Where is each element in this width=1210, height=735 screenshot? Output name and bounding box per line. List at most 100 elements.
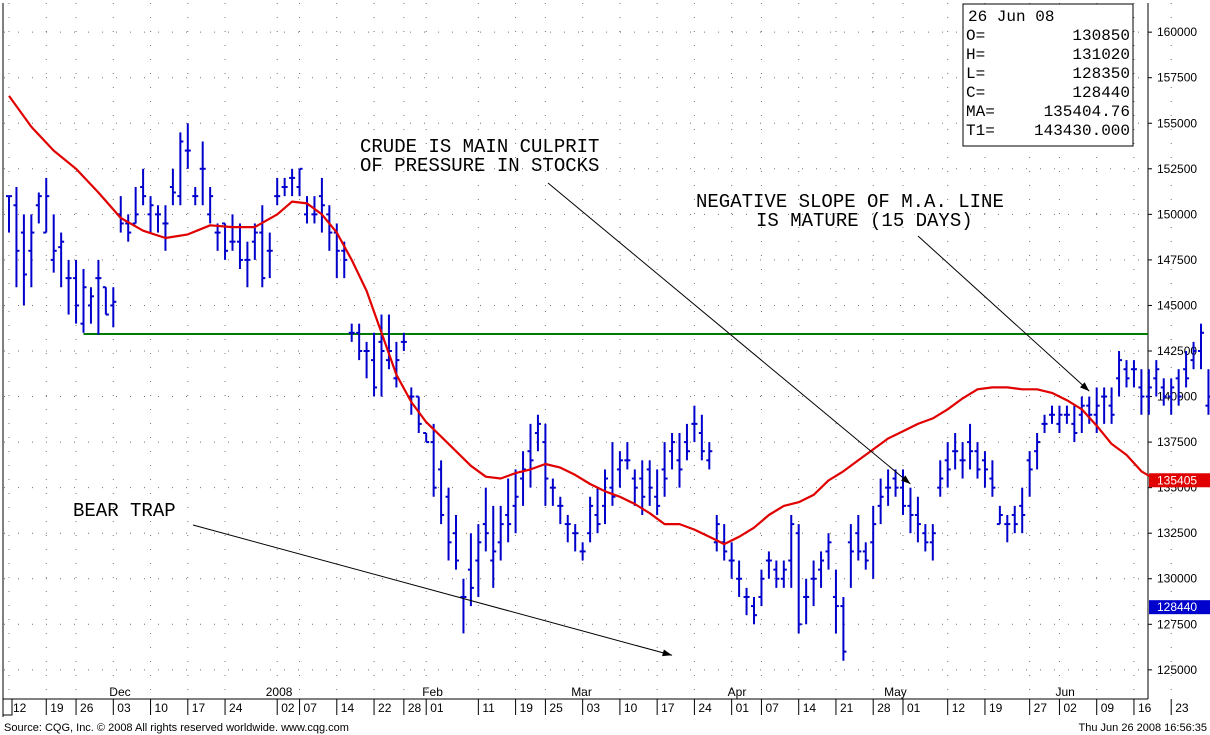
moving-average-line — [8, 95, 1157, 546]
ma-polyline — [8, 95, 1157, 546]
info-box-label-close: C= — [966, 84, 985, 102]
ohlc-bar — [65, 259, 72, 315]
ohlc-bar — [1153, 360, 1160, 397]
price-tag: 135405 — [1149, 473, 1210, 488]
info-box-value-t1: 143430.000 — [1034, 122, 1130, 140]
ohlc-bar — [296, 167, 303, 197]
ohlc-bar — [885, 469, 892, 506]
annotation-arrow-shaft — [547, 182, 911, 485]
ohlc-bar — [95, 259, 102, 335]
timestamp: Thu Jun 26 2008 16:56:35 — [1079, 722, 1207, 734]
info-box-label-high: H= — [966, 46, 985, 64]
ohlc-bar — [1078, 396, 1085, 433]
ohlc-bar — [184, 123, 191, 169]
x-tick-label: 26 — [80, 701, 94, 715]
price-tag-box — [1149, 600, 1210, 615]
ohlc-bar — [512, 469, 519, 534]
ohlc-bar — [639, 460, 646, 515]
ohlc-bar — [549, 478, 556, 506]
ohlc-bar — [400, 332, 407, 351]
ohlc-bar — [289, 168, 296, 197]
x-tick-label: 01 — [430, 701, 444, 715]
ohlc-bar — [229, 214, 236, 251]
x-tick-label: 07 — [765, 701, 779, 715]
annotation-arrow-head — [1079, 382, 1090, 392]
y-tick-label: 125000 — [1157, 663, 1197, 677]
ohlc-bar — [125, 214, 132, 242]
x-tick-label: 22 — [378, 701, 392, 715]
ohlc-bar — [326, 205, 333, 251]
x-tick-label: 21 — [840, 701, 854, 715]
ohlc-bar — [944, 442, 951, 488]
ohlc-bar — [43, 177, 50, 234]
ohlc-bar — [356, 323, 363, 361]
x-tick-label: 27 — [1034, 701, 1048, 715]
y-tick-label: 127500 — [1157, 617, 1197, 631]
ohlc-bar — [1168, 378, 1175, 415]
ohlc-bar — [579, 542, 586, 561]
y-tick-label: 145000 — [1157, 298, 1197, 312]
x-tick-label: 17 — [192, 701, 206, 715]
x-tick-label: 19 — [989, 701, 1003, 715]
ohlc-bar — [1086, 396, 1093, 424]
ohlc-bar — [661, 442, 668, 497]
ohlc-bar — [713, 514, 720, 552]
scroll-handle[interactable] — [2, 698, 13, 716]
ohlc-bar — [378, 314, 385, 397]
x-tick-label: 28 — [408, 701, 422, 715]
ohlc-bar — [259, 205, 266, 288]
ohlc-bar — [460, 578, 467, 634]
ohlc-bar — [773, 560, 780, 588]
x-month-label: Apr — [728, 685, 747, 699]
ohlc-bar — [348, 323, 355, 342]
info-box-label-open: O= — [966, 27, 985, 45]
x-tick-label: 12 — [13, 701, 27, 715]
ohlc-bar — [594, 487, 601, 534]
ohlc-bar — [967, 423, 974, 470]
ohlc-bar — [363, 341, 370, 379]
ohlc-bar — [1108, 387, 1115, 424]
annotation-arrow-head — [662, 649, 673, 657]
x-tick-label: 10 — [155, 701, 169, 715]
y-tick-label: 155000 — [1157, 116, 1197, 130]
ohlc-bar — [669, 432, 676, 470]
price-tag-box — [1149, 473, 1210, 488]
ohlc-bar — [631, 469, 638, 506]
x-axis-labels: 12 19 26 03 10 17 24 02 07 14 22 28 01 11 19 25 03 10 17 24… — [8, 685, 1189, 715]
ohlc-bar — [527, 423, 534, 488]
info-box-label-low: L= — [966, 65, 985, 83]
ohlc-bar — [222, 222, 229, 260]
ohlc-bar — [728, 542, 735, 579]
x-tick-label: 01 — [907, 701, 921, 715]
x-tick-label: 14 — [341, 701, 355, 715]
x-tick-label: 02 — [281, 701, 295, 715]
ohlc-bar — [929, 524, 936, 561]
ohlc-bar — [1198, 323, 1204, 370]
y-tick-label: 140000 — [1157, 390, 1197, 404]
annotation: BEAR TRAP — [73, 500, 673, 657]
ohlc-bar — [1190, 341, 1197, 370]
ohlc-bar — [13, 187, 20, 288]
y-tick-label: 150000 — [1157, 207, 1197, 221]
ohlc-bar — [520, 451, 527, 506]
y-axis-labels: 1250001275001300001325001350001375001400… — [1148, 25, 1197, 677]
ohlc-bar — [274, 177, 281, 206]
ohlc-bar — [654, 469, 661, 515]
ohlc-bar — [177, 132, 184, 206]
ohlc-bar — [534, 414, 541, 452]
ohlc-bar — [646, 460, 653, 506]
ohlc-bar — [832, 569, 839, 634]
x-tick-label: 12 — [952, 701, 966, 715]
ohlc-bar — [981, 451, 988, 488]
ohlc-bar — [855, 514, 862, 561]
ohlc-bar — [602, 469, 608, 525]
ohlc-bar — [691, 405, 698, 443]
x-tick-label: 01 — [736, 701, 750, 715]
source-credit: Source: CQG, Inc. © 2008 All rights rese… — [4, 722, 349, 734]
ohlc-bar — [736, 560, 743, 597]
ohlc-bar — [1019, 487, 1026, 534]
x-month-label: Mar — [571, 685, 592, 699]
ohlc-bar — [445, 487, 452, 561]
ohlc-bar — [505, 478, 512, 543]
ohlc-bar — [892, 469, 899, 497]
